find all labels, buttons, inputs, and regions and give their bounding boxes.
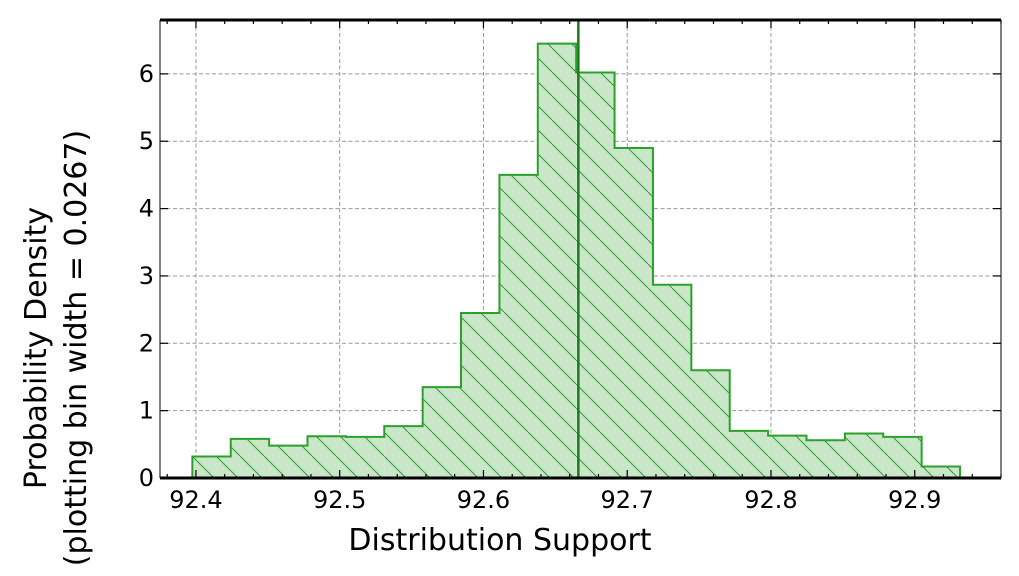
histogram-bar-hatch	[499, 174, 538, 478]
y-tick-label: 1	[139, 397, 154, 425]
histogram-bar-hatch	[691, 370, 730, 478]
y-axis-label: Probability Density (plotting bin width …	[19, 130, 94, 566]
x-tick-label: 92.9	[888, 486, 941, 514]
x-tick-label: 92.5	[313, 486, 366, 514]
y-tick-label: 2	[139, 329, 154, 357]
histogram-bar-hatch	[230, 438, 270, 478]
histogram-bar-hatch	[921, 466, 961, 478]
histogram-bar-hatch	[384, 426, 423, 478]
y-tick-label: 5	[139, 127, 154, 155]
y-tick-label: 0	[139, 464, 154, 492]
histogram-bar-hatch	[192, 456, 231, 478]
histogram-bar-hatch	[883, 436, 922, 478]
histogram-bars	[192, 43, 961, 478]
y-tick-label: 3	[139, 262, 154, 290]
histogram-bar-hatch	[269, 445, 308, 478]
y-tick-label: 4	[139, 195, 154, 223]
histogram-step-outline	[191, 42, 962, 478]
y-tick-label: 6	[139, 60, 154, 88]
histogram-bar-hatch	[576, 72, 615, 478]
histogram-bar-hatch	[652, 284, 692, 478]
histogram-bar-hatch	[614, 147, 653, 478]
axis-ticks	[160, 20, 1002, 479]
histogram-bar-hatch	[729, 430, 769, 478]
y-axis-label-line2: (plotting bin width = 0.0267)	[59, 130, 94, 566]
x-tick-labels: 92.4 92.5 92.6 92.7 92.8 92.9	[169, 486, 941, 514]
histogram-bar-hatch	[422, 387, 462, 478]
y-axis-label-line1: Probability Density	[19, 207, 54, 489]
x-axis-label: Distribution Support	[348, 523, 651, 558]
histogram-bar-hatch	[844, 433, 884, 478]
histogram-bar-hatch	[345, 436, 385, 478]
x-tick-label: 92.7	[601, 486, 654, 514]
x-tick-label: 92.8	[744, 486, 797, 514]
x-tick-label: 92.4	[169, 486, 222, 514]
y-tick-labels: 0 1 2 3 4 5 6	[139, 60, 154, 492]
x-tick-label: 92.6	[457, 486, 510, 514]
histogram-bar-hatch	[537, 43, 577, 478]
plot-frame	[159, 18, 1002, 480]
histogram-outline	[191, 42, 962, 478]
histogram-bar-hatch	[461, 312, 500, 478]
histogram-bar-hatch	[806, 440, 845, 478]
histogram-bar-hatch	[768, 435, 807, 478]
